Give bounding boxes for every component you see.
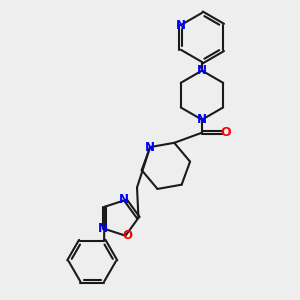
Text: N: N: [197, 113, 207, 126]
Text: N: N: [197, 64, 207, 77]
Text: O: O: [122, 229, 132, 242]
Text: N: N: [145, 141, 155, 154]
Text: N: N: [119, 194, 129, 206]
Text: N: N: [176, 19, 186, 32]
Text: N: N: [98, 222, 108, 236]
Text: O: O: [220, 126, 231, 139]
